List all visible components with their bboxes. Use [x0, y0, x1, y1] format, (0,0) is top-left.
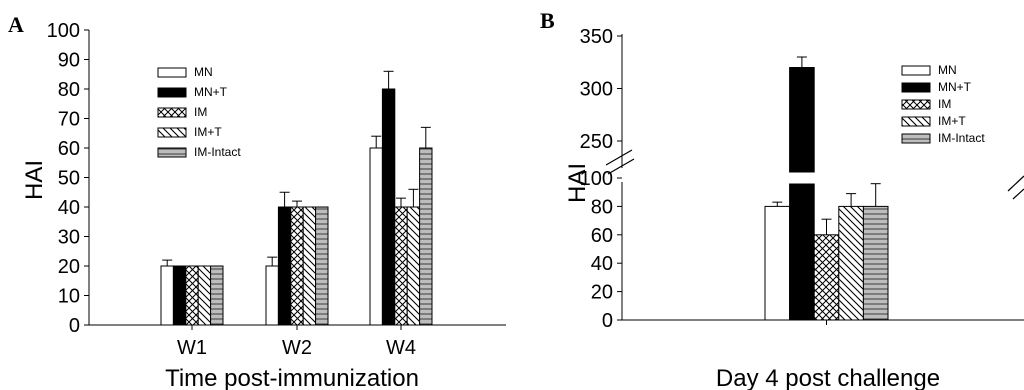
- panel-b-legend-label-im: IM: [938, 97, 951, 111]
- panel-b-y-tick-80-label: 80: [591, 196, 613, 218]
- panel-a-legend-label-im-t: IM+T: [194, 125, 222, 139]
- panel-b-y-ticks: 0 20 40 60 80 100 250 300 350: [580, 26, 622, 332]
- panel-b-y-tick-60-label: 60: [591, 225, 613, 247]
- panel-a-legend-swatch-mn: [157, 67, 187, 78]
- panel-b-bar-mn-t-lower: [789, 183, 815, 321]
- panel-a-y-ticks: 0 10 20 30 40 50 60 70 80 90 100: [47, 20, 89, 337]
- panel-a-bar-w4-im-intact: [419, 147, 433, 326]
- panel-b: B 0 20 40 60 80 100 250 300 350 MN MN+T IM IM+T IM-I…: [540, 8, 1024, 390]
- panel-b-legend-label-mn: MN: [938, 63, 957, 77]
- panel-a-y-tick-0-label: 0: [69, 315, 80, 337]
- panel-b-bar-im-intact-error: [870, 183, 881, 207]
- panel-a-y-tick-40-label: 40: [58, 197, 80, 219]
- panel-a-bar-w1-im-t: [197, 265, 212, 326]
- panel-b-legend-label-im-intact: IM-Intact: [938, 131, 985, 145]
- panel-a-bar-w4-im-error: [396, 197, 406, 207]
- panel-a-bar-w1-mn-error: [162, 259, 173, 266]
- panel-a-y-tick-10-label: 10: [58, 286, 80, 308]
- panel-b-axis-break-right: [1007, 175, 1024, 200]
- panel-a-x-axis-title: Time post-immunization: [165, 365, 419, 390]
- panel-a-y-tick-60-label: 60: [58, 138, 80, 160]
- panel-a-bar-w4-mn-t-error: [383, 70, 394, 89]
- panel-b-y-tick-40-label: 40: [591, 253, 613, 275]
- panel-b-y-axis-title: HAI: [564, 163, 591, 203]
- panel-a-bar-w4-mn: [369, 147, 383, 326]
- panel-a-y-tick-90-label: 90: [58, 50, 80, 72]
- panel-a-bar-w1-im-intact: [210, 265, 224, 326]
- panel-a-legend-label-mn: MN: [194, 65, 213, 79]
- panel-a-bar-w2-mn-t-error: [279, 191, 290, 207]
- panel-b-legend: MN MN+T IM IM+T IM-Intact: [901, 63, 985, 145]
- panel-a-bar-w2-mn: [265, 265, 279, 326]
- panel-b-bar-im-t: [838, 205, 864, 321]
- panel-a-y-tick-100-label: 100: [47, 20, 80, 42]
- panel-a-bar-w2-im: [290, 206, 304, 326]
- panel-b-bar-mn-t-error: [796, 56, 807, 68]
- panel-b-bar-mn: [764, 205, 791, 321]
- panel-a-x-tick-w1-label: W1: [177, 337, 207, 359]
- panel-b-bar-im: [813, 234, 840, 321]
- panel-a-bar-w4-im-t: [406, 206, 421, 326]
- panel-a-bar-w2-im-t: [302, 206, 317, 326]
- panel-a-bar-w1-mn: [160, 265, 174, 326]
- panel-a-legend-label-mn-t: MN+T: [194, 85, 228, 99]
- panel-b-bar-im-error: [821, 218, 832, 235]
- panel-a-bar-w4-im-intact-error: [420, 126, 431, 148]
- panel-b-legend-swatch-im-intact: [901, 133, 931, 144]
- panel-a-x-tick-w4-label: W4: [386, 337, 416, 359]
- panel-b-x-axis-title: Day 4 post challenge: [716, 365, 940, 390]
- panel-b-y-tick-0-label: 0: [602, 310, 613, 332]
- panel-a-legend-swatch-im: [157, 107, 187, 118]
- panel-b-y-tick-250-label: 250: [580, 131, 613, 153]
- panel-a-bar-w2-mn-t: [277, 206, 292, 326]
- panel-b-axis-break-left: [605, 149, 635, 175]
- panel-a-bar-w2-im-error: [292, 200, 302, 207]
- panel-a-bar-w2-mn-error: [267, 256, 278, 266]
- panel-b-legend-label-mn-t: MN+T: [938, 80, 972, 94]
- panel-a-legend: MN MN+T IM IM+T IM-Intact: [157, 65, 241, 159]
- panel-b-legend-swatch-mn-t: [901, 82, 931, 93]
- panel-a-legend-swatch-im-intact: [157, 147, 187, 158]
- panel-b-y-tick-300-label: 300: [580, 79, 613, 101]
- panel-a-bar-w1-im: [185, 265, 199, 326]
- panel-b-bar-im-t-error: [846, 193, 857, 207]
- panel-b-y-tick-100-label: 100: [580, 168, 613, 190]
- panel-a-y-tick-50-label: 50: [58, 168, 80, 190]
- panel-a-bar-w1-mn-t: [172, 265, 187, 326]
- panel-b-letter: B: [540, 8, 555, 33]
- panel-b-legend-label-im-t: IM+T: [938, 114, 966, 128]
- panel-a-x-tick-w2-label: W2: [282, 337, 312, 359]
- panel-a-y-axis-title: HAI: [21, 160, 48, 200]
- panel-b-bars: [764, 56, 889, 325]
- panel-b-y-tick-20-label: 20: [591, 282, 613, 304]
- panel-a-bar-w4-im-t-error: [408, 188, 419, 207]
- panel-a: A 0 10 20 30 40 50 60 70 80 90 100 W1 W2 W4 MN MN+T IM…: [8, 12, 506, 390]
- panel-a-letter: A: [8, 12, 24, 37]
- panel-a-legend-swatch-im-t: [157, 127, 187, 138]
- panel-b-y-tick-350-label: 350: [580, 26, 613, 48]
- panel-b-legend-swatch-im: [901, 99, 931, 110]
- panel-b-legend-swatch-im-t: [901, 116, 931, 127]
- panel-b-bar-im-intact: [862, 205, 889, 321]
- panel-a-y-tick-30-label: 30: [58, 227, 80, 249]
- panel-a-bar-w4-im: [394, 206, 408, 326]
- panel-b-bar-mn-t-upper: [789, 67, 815, 173]
- panel-a-y-tick-20-label: 20: [58, 256, 80, 278]
- panel-a-bars: [160, 70, 433, 326]
- panel-a-legend-label-im: IM: [194, 105, 207, 119]
- panel-a-y-tick-80-label: 80: [58, 79, 80, 101]
- panel-b-legend-swatch-mn: [901, 65, 931, 76]
- panel-a-legend-swatch-mn-t: [157, 87, 187, 98]
- panel-a-bar-w4-mn-error: [371, 135, 382, 148]
- panel-a-legend-label-im-intact: IM-Intact: [194, 145, 241, 159]
- panel-a-bar-w2-im-intact: [315, 206, 329, 326]
- panel-a-x-ticks: W1 W2 W4: [177, 325, 416, 359]
- panel-a-y-tick-70-label: 70: [58, 109, 80, 131]
- panel-b-bar-mn-error: [772, 201, 783, 207]
- panel-a-bar-w4-mn-t: [381, 88, 396, 326]
